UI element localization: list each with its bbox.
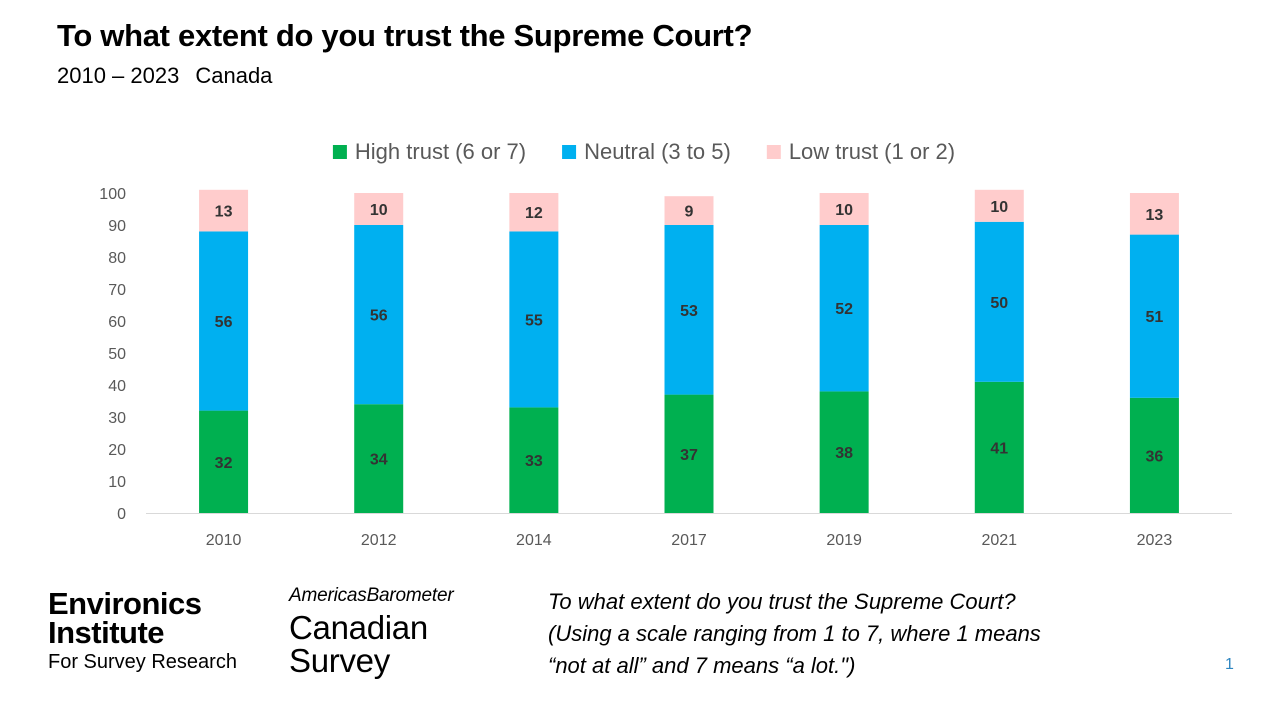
legend-label: High trust (6 or 7) (355, 139, 526, 164)
x-tick-label: 2012 (361, 532, 397, 549)
page-subtitle: 2010 – 2023 Canada (57, 63, 272, 89)
y-tick-label: 0 (117, 506, 126, 523)
question-line: “not at all” and 7 means “a lot.") (548, 653, 856, 678)
bar-segment (354, 193, 404, 225)
page-number: 1 (1225, 656, 1234, 673)
y-tick-label: 10 (108, 474, 126, 491)
bar-segment (819, 391, 869, 513)
bar-segment (354, 225, 404, 405)
subtitle-country: Canada (195, 63, 273, 88)
data-label: 32 (215, 455, 233, 472)
data-label: 13 (215, 204, 233, 221)
data-label: 52 (835, 301, 853, 318)
data-label: 55 (525, 312, 543, 329)
y-tick-label: 90 (108, 218, 126, 235)
data-label: 53 (680, 303, 698, 320)
data-label: 37 (680, 447, 698, 464)
data-label: 56 (215, 314, 233, 331)
logo-line: Survey (289, 642, 390, 679)
bar-segment (819, 193, 869, 225)
data-label: 10 (990, 199, 1008, 216)
data-label: 51 (1146, 309, 1164, 326)
logo-tagline: For Survey Research (48, 651, 237, 673)
question-line: To what extent do you trust the Supreme … (548, 589, 1016, 614)
legend-swatch (766, 145, 781, 159)
data-label: 38 (835, 445, 853, 462)
bar-segment (509, 193, 559, 232)
bar-segment (509, 407, 559, 513)
y-tick-label: 50 (108, 346, 126, 363)
legend-label: Low trust (1 or 2) (789, 139, 955, 164)
x-tick-label: 2023 (1137, 532, 1173, 549)
page-title: To what extent do you trust the Supreme … (57, 18, 753, 53)
bar-segment (1129, 234, 1179, 398)
data-label: 10 (370, 202, 388, 219)
data-label: 12 (525, 205, 543, 222)
survey-question: To what extent do you trust the Supreme … (548, 586, 1188, 682)
x-tick-label: 2014 (516, 532, 552, 549)
logo-line: Institute (48, 615, 165, 650)
y-tick-label: 20 (108, 442, 126, 459)
x-tick-label: 2021 (981, 532, 1017, 549)
y-tick-label: 60 (108, 314, 126, 331)
bar-segment (664, 196, 714, 225)
bar-segment (974, 189, 1024, 222)
data-label: 41 (990, 440, 1008, 457)
canadian-survey-logo: AmericasBarometer Canadian Survey (289, 585, 454, 679)
data-label: 10 (835, 202, 853, 219)
data-label: 34 (370, 452, 388, 469)
x-tick-label: 2019 (826, 532, 862, 549)
legend-swatch (332, 145, 347, 159)
bar-segment (664, 394, 714, 513)
legend-label: Neutral (3 to 5) (584, 139, 731, 164)
bar-segment (199, 231, 249, 411)
bar-segment (1129, 397, 1179, 513)
x-tick-label: 2017 (671, 532, 707, 549)
data-label: 13 (1146, 207, 1164, 224)
stacked-bar-chart: 0 10 20 30 40 50 60 70 80 90 100 32 56 13 2010 34 56 10 20… (99, 139, 1232, 549)
data-label: 9 (685, 204, 694, 221)
logo-line: Canadian (289, 609, 428, 646)
data-label: 56 (370, 308, 388, 325)
data-label: 50 (990, 295, 1008, 312)
x-tick-label: 2010 (206, 532, 242, 549)
y-tick-label: 100 (99, 186, 126, 203)
bar-segment (974, 381, 1024, 513)
logo-line: AmericasBarometer (289, 585, 454, 606)
subtitle-years: 2010 – 2023 (57, 63, 180, 88)
y-tick-label: 80 (108, 250, 126, 267)
bar-segment (819, 225, 869, 392)
question-line: (Using a scale ranging from 1 to 7, wher… (548, 621, 1041, 646)
bar-segment (354, 404, 404, 513)
bar-segment (199, 189, 249, 232)
bar-segment (1129, 193, 1179, 235)
bar-segment (199, 410, 249, 513)
bar-segment (664, 225, 714, 395)
legend-swatch (562, 145, 577, 159)
environics-institute-logo: Environics Institute For Survey Research (48, 588, 237, 672)
y-tick-label: 70 (108, 282, 126, 299)
data-label: 33 (525, 453, 543, 470)
logo-line: Environics (48, 586, 202, 621)
bar-segment (509, 231, 559, 408)
y-tick-label: 40 (108, 378, 126, 395)
bar-segment (974, 221, 1024, 382)
data-label: 36 (1146, 448, 1164, 465)
y-tick-label: 30 (108, 410, 126, 427)
